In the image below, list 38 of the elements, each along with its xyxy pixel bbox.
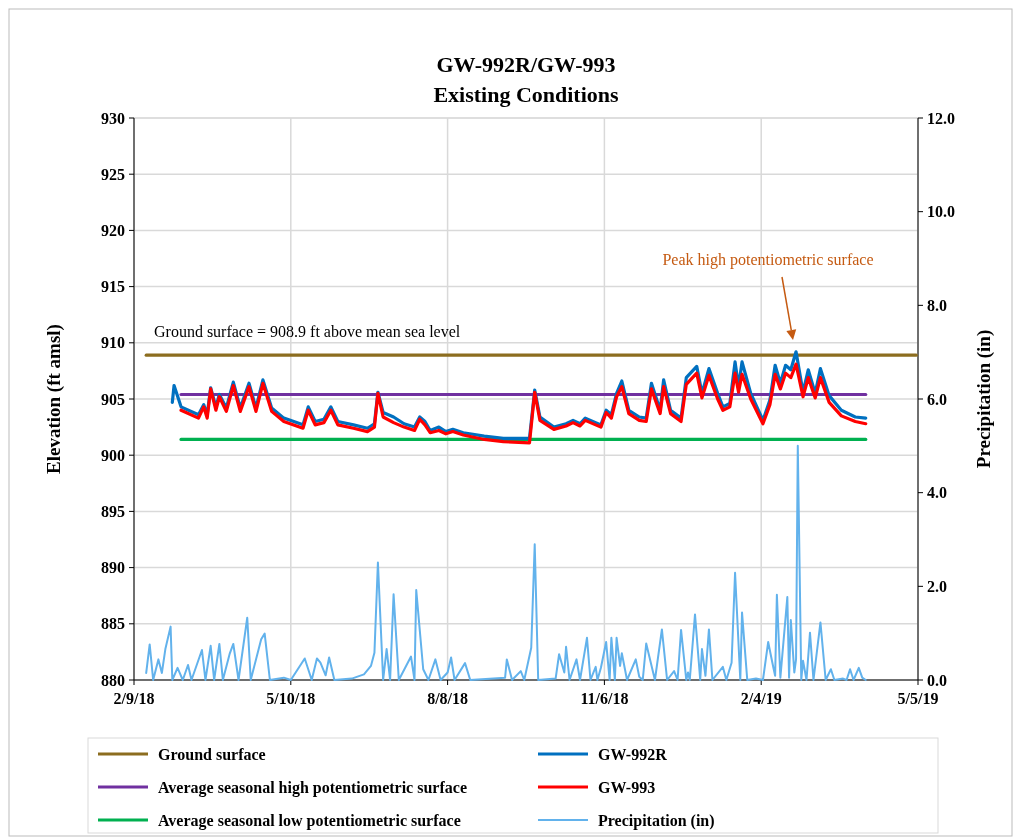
legend-label: Average seasonal high potentiometric surface [158,778,467,797]
y-tick-label: 900 [101,446,125,464]
chart-title: GW-992R/GW-993 [436,52,616,77]
y-tick-label: 930 [101,109,125,127]
y2-tick-label: 10.0 [927,203,955,221]
legend-label: Ground surface [158,745,266,763]
y2-axis-title: Precipitation (in) [973,329,995,469]
y-tick-label: 905 [101,390,125,408]
y-tick-label: 880 [101,671,125,689]
legend-label: Average seasonal low potentiometric surface [158,811,461,830]
y-tick-label: 925 [101,165,125,183]
y-tick-label: 890 [101,559,125,577]
line-series [145,444,867,681]
x-tick-label: 11/6/18 [580,690,629,707]
annotation: Peak high potentiometric surface [662,251,874,269]
y2-tick-label: 12.0 [927,109,955,127]
y-tick-label: 895 [101,503,125,520]
y2-tick-label: 2.0 [927,577,947,595]
line-series [179,362,868,445]
y2-tick-label: 6.0 [927,390,947,408]
x-tick-label: 2/4/19 [740,690,782,707]
y-axis-title: Elevation (ft amsl) [43,324,65,474]
y-tick-label: 885 [101,615,125,633]
chart-subtitle: Existing Conditions [433,82,620,107]
x-tick-label: 8/8/18 [427,690,469,707]
y2-tick-label: 8.0 [927,296,947,314]
legend-label: GW-992R [598,745,668,763]
legend-label: Precipitation (in) [598,811,715,830]
legend-label: GW-993 [598,778,656,796]
y-tick-label: 920 [101,222,125,239]
y-tick-label: 915 [101,278,125,296]
y2-tick-label: 4.0 [927,484,947,502]
annotation: Ground surface = 908.9 ft above mean sea level [154,323,461,340]
x-tick-label: 2/9/18 [113,690,155,707]
y-tick-label: 910 [101,334,125,352]
x-tick-label: 5/10/18 [266,690,316,707]
x-tick-label: 5/5/19 [897,690,939,707]
y2-tick-label: 0.0 [927,671,947,689]
